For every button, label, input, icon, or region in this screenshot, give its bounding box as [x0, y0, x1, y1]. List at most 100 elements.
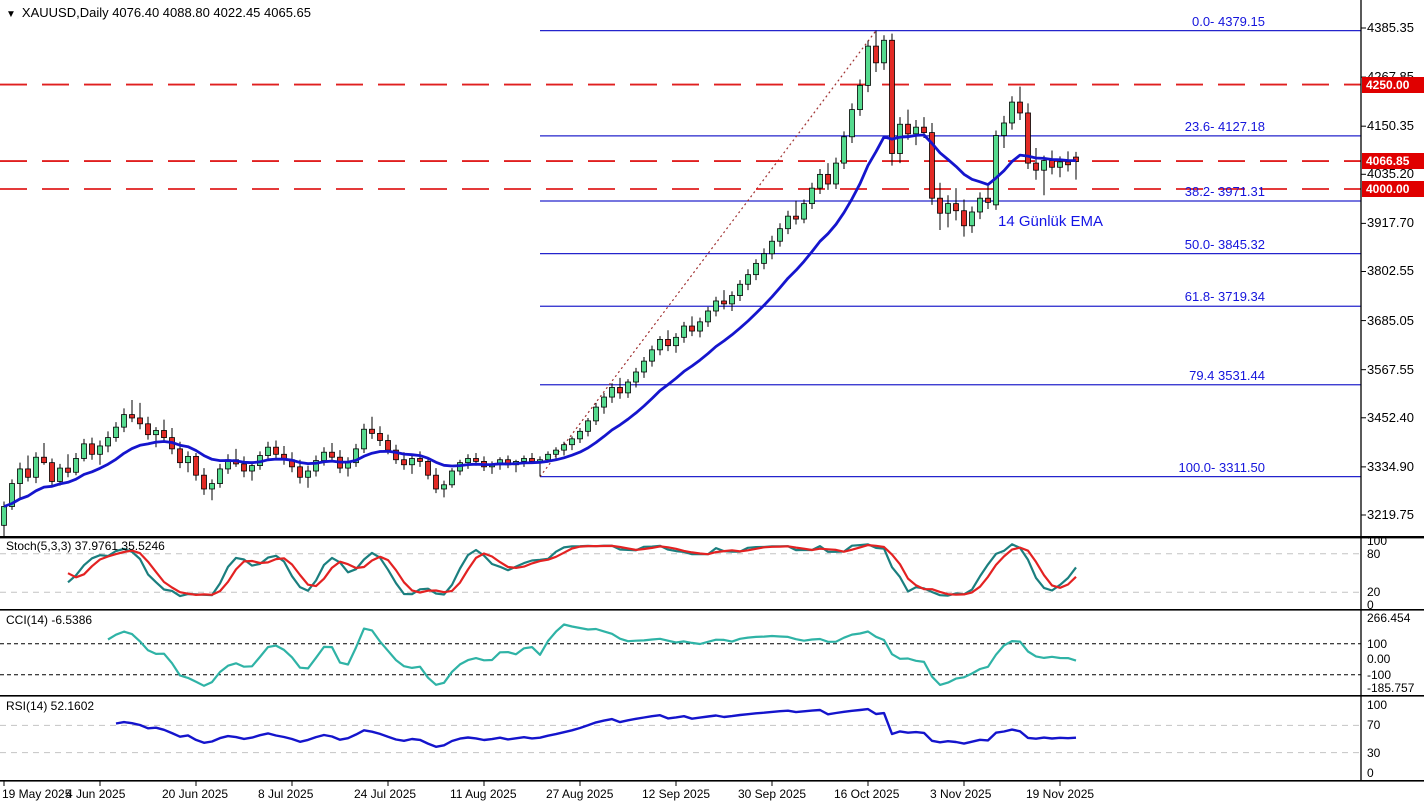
price-axis-label: 4385.35 — [1367, 20, 1414, 35]
bull-candle — [681, 325, 687, 338]
bull-candle — [321, 451, 327, 461]
bear-candle — [89, 443, 95, 455]
bull-candle — [209, 483, 215, 490]
bull-candle — [841, 136, 847, 164]
bear-candle — [369, 428, 375, 434]
fib-level-label: 38.2- 3971.31 — [1184, 183, 1265, 199]
fib-level-label: 61.8- 3719.34 — [1184, 289, 1265, 305]
bull-candle — [745, 274, 751, 285]
bull-candle — [185, 455, 191, 464]
date-axis-label: 24 Jul 2025 — [354, 787, 417, 801]
rsi-axis-label: 100 — [1367, 698, 1388, 712]
stoch-main-line — [67, 543, 1077, 598]
bull-candle — [761, 253, 767, 264]
bull-candle — [625, 381, 631, 394]
ema-line — [3, 133, 1077, 508]
bull-candle — [33, 456, 39, 478]
cci-pane — [0, 623, 1361, 687]
bull-candle — [913, 126, 919, 135]
stoch-axis-label: 0 — [1367, 598, 1374, 612]
bear-candle — [129, 414, 135, 419]
main-pane — [0, 29, 1361, 536]
bull-candle — [353, 448, 359, 464]
candles-layer — [1, 30, 1079, 536]
bear-candle — [529, 458, 535, 462]
bear-candle — [49, 462, 55, 482]
bear-candle — [65, 467, 71, 473]
bull-candle — [865, 45, 871, 86]
bear-candle — [929, 132, 935, 199]
rsi-axis-label: 70 — [1367, 718, 1381, 733]
date-axis-label: 11 Aug 2025 — [450, 787, 517, 801]
fib-level-label: 100.0- 3311.50 — [1178, 459, 1266, 475]
bear-candle — [161, 430, 167, 438]
bull-candle — [697, 321, 703, 332]
bear-candle — [401, 459, 407, 466]
bull-candle — [969, 211, 975, 227]
price-axis-label: 3567.55 — [1367, 361, 1414, 377]
date-axis-label: 27 Aug 2025 — [546, 787, 614, 801]
bear-candle — [193, 455, 199, 476]
stoch-signal-line — [67, 543, 1077, 597]
stoch-axis-label: 100 — [1367, 534, 1388, 548]
bear-candle — [1065, 161, 1071, 166]
bull-candle — [713, 300, 719, 312]
price-axis-label: 3917.70 — [1367, 215, 1414, 231]
date-axis-label: 30 Sep 2025 — [738, 787, 807, 801]
bull-candle — [577, 430, 583, 440]
bull-candle — [753, 262, 759, 276]
bull-candle — [945, 203, 951, 214]
bull-candle — [729, 295, 735, 305]
bull-candle — [849, 109, 855, 138]
bull-candle — [593, 406, 599, 422]
price-axis-label: 4150.35 — [1367, 118, 1414, 134]
bull-candle — [673, 336, 679, 347]
bear-candle — [793, 215, 799, 220]
bear-candle — [961, 210, 967, 227]
bear-candle — [41, 456, 47, 464]
pane-separator — [0, 609, 1424, 611]
rsi-axis-label: 0 — [1367, 766, 1374, 780]
price-badge: 4066.85 — [1362, 153, 1424, 170]
bear-candle — [377, 433, 383, 441]
stoch-axis-label: 80 — [1367, 546, 1381, 561]
bear-candle — [297, 466, 303, 478]
bear-candle — [617, 387, 623, 394]
bear-candle — [721, 300, 727, 305]
bear-candle — [1033, 162, 1039, 171]
bear-candle — [25, 468, 31, 478]
bull-candle — [801, 203, 807, 220]
bear-candle — [689, 325, 695, 332]
bull-candle — [833, 162, 839, 185]
bull-candle — [9, 483, 15, 507]
bear-candle — [1017, 101, 1023, 114]
price-axis-label: 4035.20 — [1367, 166, 1414, 182]
bull-candle — [657, 339, 663, 351]
bear-candle — [201, 474, 207, 490]
bull-candle — [561, 444, 567, 451]
rsi-pane — [0, 707, 1361, 754]
pane-separator — [0, 780, 1424, 782]
date-axis-label: 19 May 2025 — [2, 787, 72, 801]
bull-candle — [601, 396, 607, 408]
cci-axis-label: -185.757 — [1367, 681, 1415, 695]
bear-candle — [873, 45, 879, 64]
symbol-dropdown-arrow-icon[interactable]: ▼ — [6, 9, 16, 20]
bull-candle — [649, 349, 655, 362]
bear-candle — [425, 461, 431, 476]
bull-candle — [57, 467, 63, 482]
bear-candle — [329, 451, 335, 458]
rsi-axis-label: 30 — [1367, 745, 1381, 760]
chart-title-bar: ▼ XAUUSD,Daily 4076.40 4088.80 4022.45 40… — [6, 5, 311, 20]
bear-candle — [385, 440, 391, 451]
bull-candle — [785, 215, 791, 230]
cci-axis-label: 266.454 — [1367, 611, 1411, 625]
bull-candle — [585, 420, 591, 432]
cci-axis-label: 0.00 — [1367, 652, 1391, 667]
price-badge: 4000.00 — [1362, 180, 1424, 197]
bull-candle — [1009, 101, 1015, 124]
bull-candle — [305, 470, 311, 478]
bear-candle — [241, 463, 247, 472]
